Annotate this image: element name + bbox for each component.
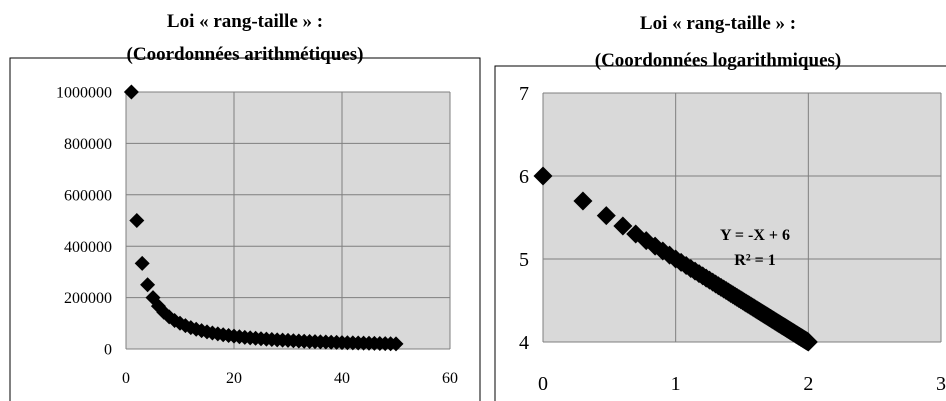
data-point-marker xyxy=(596,206,616,226)
data-points xyxy=(123,84,404,352)
data-points xyxy=(533,166,818,352)
x-tick-labels: 0 20 40 60 xyxy=(122,370,458,387)
y-tick-label: 6 xyxy=(519,166,529,188)
data-point-marker xyxy=(388,336,404,352)
data-point-marker xyxy=(573,191,593,211)
x-tick-label: 40 xyxy=(334,370,350,387)
x-tick-label: 0 xyxy=(538,373,548,395)
gridlines xyxy=(125,91,451,350)
x-tick-label: 60 xyxy=(442,370,458,387)
chart-title-line-1: Loi « rang-taille » : xyxy=(167,11,323,32)
data-point-marker xyxy=(140,277,156,293)
chart-title-line-2: (Coordonnées arithmétiques) xyxy=(127,44,364,65)
x-tick-label: 0 xyxy=(122,370,130,387)
y-tick-label: 800000 xyxy=(64,136,112,153)
x-tick-label: 1 xyxy=(671,373,681,395)
y-tick-label: 5 xyxy=(519,249,529,271)
x-tick-label: 20 xyxy=(226,370,242,387)
y-tick-label: 200000 xyxy=(64,290,112,307)
chart-logarithmic: Loi « rang-taille » : (Coordonnées logar… xyxy=(494,13,946,401)
x-tick-labels: 0 1 2 3 xyxy=(538,373,946,395)
y-tick-label: 7 xyxy=(519,83,529,105)
chart-title-line-2: (Coordonnées logarithmiques) xyxy=(595,50,841,71)
y-tick-label: 600000 xyxy=(64,187,112,204)
y-tick-labels: 4 5 6 7 xyxy=(519,83,529,354)
y-tick-label: 0 xyxy=(104,342,112,359)
y-tick-label: 1000000 xyxy=(56,85,112,102)
data-point-marker xyxy=(533,166,553,186)
gridlines xyxy=(542,92,942,343)
data-point-marker xyxy=(123,84,139,100)
y-tick-label: 4 xyxy=(519,332,529,354)
plot-area xyxy=(126,92,450,349)
r-squared-label: R² = 1 xyxy=(734,252,775,269)
x-tick-label: 3 xyxy=(936,373,946,395)
chart-title-line-1: Loi « rang-taille » : xyxy=(640,13,796,34)
y-tick-labels: 0 200000 400000 600000 800000 1000000 xyxy=(56,85,112,359)
data-point-marker xyxy=(134,255,150,271)
x-tick-label: 2 xyxy=(803,373,813,395)
regression-equation: Y = -X + 6 xyxy=(720,227,790,244)
data-point-marker xyxy=(613,216,633,236)
y-tick-label: 400000 xyxy=(64,239,112,256)
data-point-marker xyxy=(129,213,145,228)
data-point-marker xyxy=(798,332,818,352)
chart-arithmetic: Loi « rang-taille » : (Coordonnées arith… xyxy=(9,11,481,401)
